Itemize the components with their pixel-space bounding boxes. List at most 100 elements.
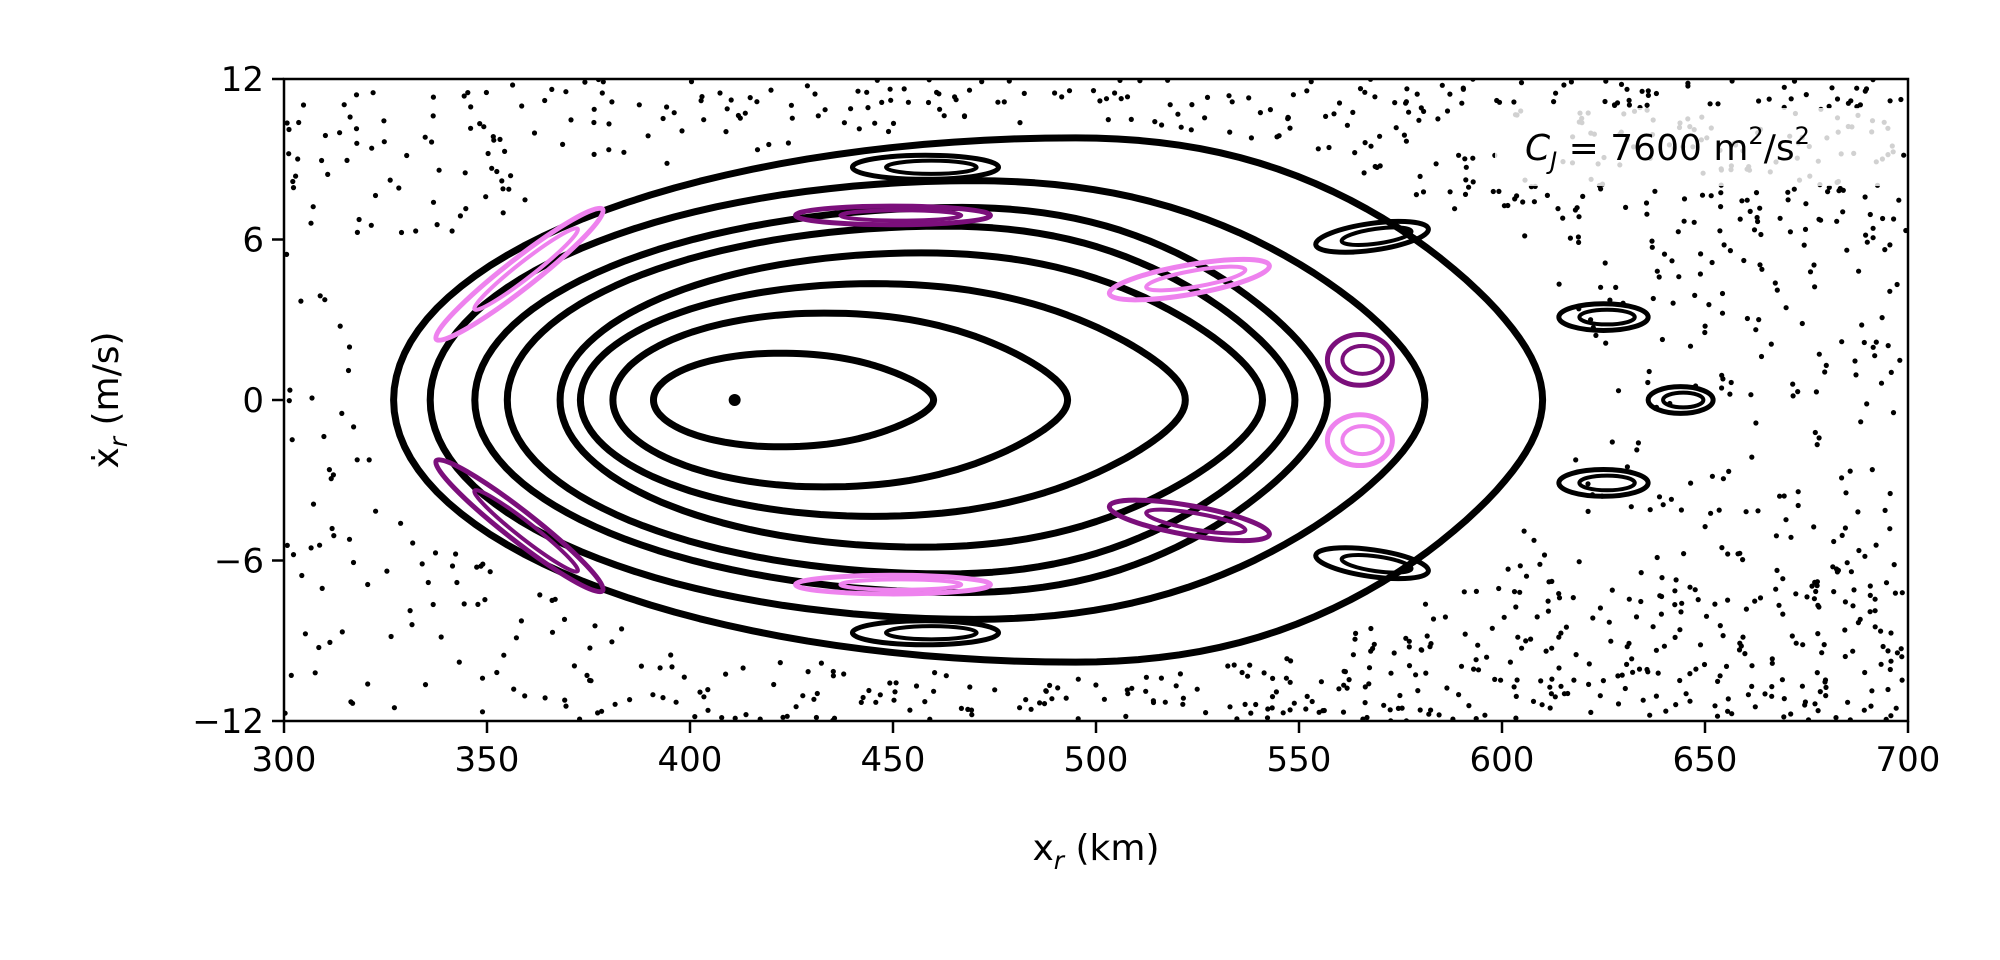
chaotic-point — [499, 178, 505, 184]
chaotic-point — [1815, 631, 1821, 637]
closed-orbit-curve — [390, 134, 1547, 666]
chaotic-point — [1643, 200, 1650, 206]
chaotic-point — [754, 147, 761, 153]
chaotic-point — [381, 118, 387, 124]
chaotic-point — [430, 94, 436, 100]
chaotic-point — [1699, 192, 1706, 198]
chaotic-point — [1870, 225, 1876, 231]
chaotic-point — [1447, 189, 1453, 195]
chaotic-point — [1143, 674, 1149, 680]
chaotic-point — [286, 398, 292, 404]
chaotic-point — [1556, 591, 1562, 597]
chaotic-point — [606, 121, 612, 127]
chaotic-point — [606, 147, 612, 153]
chaotic-point — [1640, 697, 1646, 703]
chaotic-point — [1721, 242, 1727, 248]
chaotic-point — [1484, 654, 1490, 660]
chaotic-point — [1470, 179, 1476, 185]
chaotic-point — [1075, 676, 1081, 682]
chaotic-point — [1755, 508, 1761, 514]
chaotic-point — [907, 707, 913, 713]
chaotic-point — [1549, 578, 1555, 585]
chaotic-point — [1672, 602, 1678, 608]
chaotic-point — [657, 665, 663, 671]
chaotic-point — [449, 563, 456, 569]
chaotic-point — [768, 87, 774, 93]
chaotic-point — [1575, 234, 1581, 240]
chaotic-point — [1624, 464, 1630, 470]
chaotic-point — [1017, 705, 1023, 711]
chaotic-point — [1679, 600, 1685, 606]
chaotic-point — [743, 712, 749, 718]
chaotic-point — [1872, 353, 1878, 359]
chaotic-point — [1028, 706, 1034, 712]
chaotic-point — [1844, 560, 1850, 566]
chaotic-point — [788, 102, 795, 108]
chaotic-point — [1888, 369, 1894, 375]
chaotic-point — [398, 229, 405, 236]
chaotic-point — [1173, 683, 1179, 689]
chaotic-point — [1867, 609, 1873, 615]
chaotic-point — [1393, 125, 1399, 131]
chaotic-point — [1785, 189, 1791, 195]
chaotic-point — [563, 89, 569, 95]
chaotic-point — [1729, 711, 1735, 717]
chaotic-point — [1823, 693, 1829, 699]
y-tick-label: 0 — [242, 381, 264, 421]
chaotic-point — [1872, 624, 1878, 630]
chaotic-point — [1716, 507, 1722, 513]
chaotic-point — [434, 222, 440, 228]
chaotic-point — [1063, 695, 1069, 701]
chaotic-point — [1669, 258, 1675, 264]
chaotic-point — [429, 139, 435, 145]
chaotic-point — [1475, 667, 1482, 673]
chaotic-point — [1777, 493, 1783, 499]
chaotic-point — [1683, 691, 1689, 697]
chaotic-point — [1444, 685, 1450, 691]
chaotic-point — [1858, 419, 1864, 425]
chaotic-point — [1494, 97, 1500, 104]
chaotic-point — [848, 106, 854, 112]
chaotic-point — [1103, 96, 1110, 102]
chaotic-point — [1899, 654, 1905, 660]
chaotic-point — [1629, 656, 1635, 662]
island-chain-loop — [1313, 218, 1431, 255]
chaotic-point — [1845, 699, 1851, 705]
chaotic-point — [1748, 392, 1754, 398]
chaotic-point — [1466, 184, 1472, 190]
chaotic-point — [1547, 705, 1553, 711]
chaotic-point — [1862, 669, 1868, 676]
chaotic-point — [697, 689, 703, 695]
chaotic-point — [1799, 683, 1805, 689]
chaotic-point — [1489, 625, 1495, 631]
chaotic-point — [1670, 300, 1676, 306]
chaotic-point — [1638, 598, 1644, 605]
chaotic-point — [1898, 96, 1904, 103]
chaotic-point — [1850, 603, 1856, 609]
chaotic-point — [1549, 676, 1555, 682]
island-outer-ring — [1106, 256, 1272, 303]
chaotic-point — [1304, 693, 1310, 700]
island-chain-loop — [433, 457, 606, 595]
chaotic-point — [1709, 473, 1715, 479]
chaotic-point — [1344, 685, 1350, 691]
chaotic-point — [542, 97, 548, 104]
island-inner-ring — [884, 158, 979, 176]
chaotic-point — [591, 119, 597, 126]
chaotic-point — [1204, 94, 1211, 100]
chaotic-point — [1789, 633, 1795, 639]
chaotic-point — [1790, 393, 1796, 399]
chaotic-point — [522, 197, 528, 203]
chaotic-point — [477, 121, 483, 127]
chaotic-point — [587, 645, 593, 651]
chaotic-point — [513, 635, 520, 641]
chaotic-point — [1788, 96, 1794, 102]
chaotic-point — [468, 125, 474, 131]
chaotic-point — [979, 79, 985, 85]
chaotic-point — [1882, 507, 1888, 513]
chaotic-point — [891, 697, 897, 703]
chaotic-point — [1511, 684, 1517, 690]
chaotic-point — [407, 608, 413, 614]
chaotic-point — [1783, 517, 1789, 523]
chaotic-point — [1887, 288, 1893, 294]
